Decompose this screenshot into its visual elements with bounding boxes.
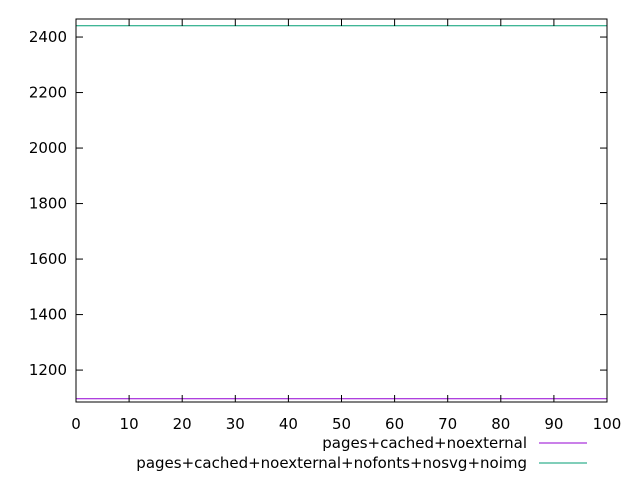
y-tick-label: 2000 bbox=[29, 139, 67, 157]
x-tick-label: 90 bbox=[544, 415, 563, 433]
plot-frame bbox=[75, 18, 608, 403]
y-tick-label: 1800 bbox=[29, 195, 67, 213]
legend-label-1: pages+cached+noexternal bbox=[322, 434, 527, 452]
x-tick-label: 0 bbox=[71, 415, 81, 433]
x-tick-label: 30 bbox=[226, 415, 245, 433]
y-tick-label: 1400 bbox=[29, 306, 67, 324]
x-tick-label: 70 bbox=[438, 415, 457, 433]
series-layer bbox=[76, 25, 607, 400]
x-tick-label: 80 bbox=[491, 415, 510, 433]
legend: pages+cached+noexternal pages+cached+noex… bbox=[136, 434, 587, 472]
x-tick-label: 20 bbox=[173, 415, 192, 433]
x-tick-label: 10 bbox=[120, 415, 139, 433]
y-tick-label: 1200 bbox=[29, 361, 67, 379]
axes-layer: 0 10 20 30 40 50 60 70 80 90 100 1200 1400 1600 1800 20… bbox=[29, 18, 622, 433]
x-tick-label: 40 bbox=[279, 415, 298, 433]
x-tick-label: 50 bbox=[332, 415, 351, 433]
y-tick-label: 2400 bbox=[29, 28, 67, 46]
y-tick-label: 1600 bbox=[29, 250, 67, 268]
legend-label-2: pages+cached+noexternal+nofonts+nosvg+no… bbox=[136, 454, 527, 472]
x-tick-label: 100 bbox=[593, 415, 622, 433]
y-tick-label: 2200 bbox=[29, 84, 67, 102]
x-tick-label: 60 bbox=[385, 415, 404, 433]
